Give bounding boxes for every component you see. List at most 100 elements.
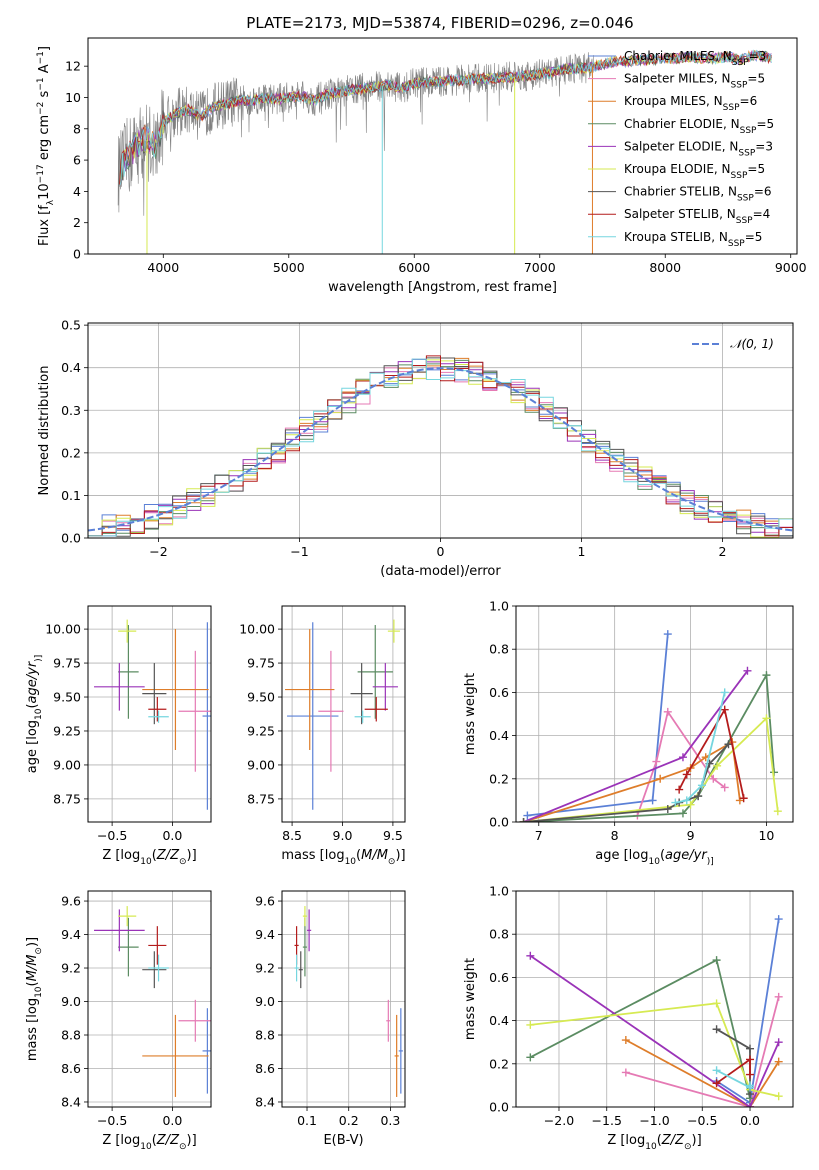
age-mass-ytick-label: 9.75 (247, 656, 275, 671)
age-mass-ytick-label: 9.50 (247, 690, 275, 705)
mass-ebv-ytick-label: 9.0 (255, 994, 275, 1009)
age-z-ytick-label: 9.25 (53, 723, 81, 738)
mass-ebv-xtick-label: 0.3 (380, 1113, 400, 1128)
mw-age-point (682, 796, 691, 805)
mass-ebv-xlabel: E(B-V) (323, 1133, 363, 1148)
mw-z-frame (515, 890, 794, 1108)
age-mass-bars (285, 619, 400, 810)
mw-z-series (625, 996, 780, 1107)
mw-z-point (621, 1036, 630, 1045)
spectrum-ytick-label: 6 (73, 153, 81, 168)
mass-z-xtick-label: −0.5 (97, 1113, 127, 1128)
age-mass-ytick-label: 8.75 (247, 791, 275, 806)
age-z-xtick-label: 0.0 (162, 828, 182, 843)
residuals-xtick-label: 0 (437, 544, 445, 559)
mw-age-point (671, 798, 680, 807)
mw-z-ytick-label: 0.2 (489, 1056, 509, 1071)
mw-z-point (712, 1025, 721, 1034)
mass-ebv-ytick-label: 8.4 (255, 1094, 275, 1109)
mw-age-point (773, 807, 782, 816)
age-mass-axes: 8.5 9.0 9.5 8.75 9.00 9.25 9.50 9.75 10.00 (239, 606, 405, 843)
mass-z-ytick-label: 8.8 (61, 1028, 81, 1043)
mw-z-point (621, 1068, 630, 1077)
mw-z-xtick-label: −1.5 (592, 1113, 622, 1128)
mw-z-series (530, 1002, 779, 1098)
legend-entry: Chabrier ELODIE, NSSP=5 (624, 117, 774, 136)
mw-age-point (682, 770, 691, 779)
mw-age-xtick-label: 7 (535, 828, 543, 843)
mw-z-ytick-label: 0.8 (489, 927, 509, 942)
mw-age-series (675, 692, 726, 804)
age-mass-ytick-label: 10.00 (239, 622, 275, 637)
mw-z-point (746, 1044, 755, 1053)
legend-entry: Salpeter STELIB, NSSP=4 (624, 207, 770, 226)
mw-age-lines (519, 630, 782, 822)
mw-z-point (774, 1038, 783, 1047)
mw-age-axes: 7 8 9 10 0.0 0.2 0.4 0.6 0.8 1.0 (489, 599, 793, 843)
spectrum-ytick-label: 0 (73, 247, 81, 262)
mw-age-point (762, 671, 771, 680)
legend-entry: Kroupa MILES, NSSP=6 (624, 94, 757, 113)
age-z-bars (94, 619, 211, 810)
age-z-axes: −0.5 0.0 8.75 9.00 9.25 9.50 9.75 10.00 (45, 606, 211, 843)
mw-z-ytick-label: 0.6 (489, 970, 509, 985)
mw-age-point (686, 800, 695, 809)
age-mass-ytick-label: 9.25 (247, 723, 275, 738)
mw-age-xtick-label: 10 (758, 828, 774, 843)
mass-ebv-frame (281, 890, 406, 1108)
legend-entry: Chabrier MILES, NSSP=3 (624, 49, 766, 68)
mass-z-axes: −0.5 0.0 8.4 8.6 8.8 9.0 9.2 9.4 9.6 (61, 891, 211, 1128)
mw-age-point (739, 794, 748, 803)
mw-age-point (663, 805, 672, 814)
spectrum-model-kroupa-stelib (119, 49, 772, 187)
mw-z-ytick-label: 1.0 (489, 884, 509, 899)
mw-age-point (697, 781, 706, 790)
mw-z-xlabel: Z [log10(Z/Z⊙)] (607, 1133, 701, 1152)
spectrum-lines (117, 49, 772, 254)
age-z-ylabel: age [log10(age/yr)] (25, 655, 44, 773)
residuals-xlabel: (data-model)/error (380, 564, 501, 579)
mw-z-xtick-label: 0.0 (740, 1113, 760, 1128)
residuals-frame (87, 322, 794, 539)
age-mass-xtick-label: 9.5 (383, 828, 403, 843)
spectrum-xtick-label: 9000 (775, 260, 807, 275)
mw-age-point (762, 714, 771, 723)
age-z-ytick-label: 10.00 (45, 622, 81, 637)
mass-z-frame (87, 890, 212, 1108)
residuals-ylabel: Normed distribution (37, 366, 52, 496)
mw-age-ytick-label: 1.0 (489, 599, 509, 614)
mass-z-ytick-label: 9.6 (61, 894, 81, 909)
mw-age-ytick-label: 0.8 (489, 642, 509, 657)
mass-z-bars (94, 906, 211, 1097)
mw-z-series (625, 1039, 780, 1107)
mw-age-point (743, 666, 752, 675)
mass-z-ytick-label: 8.4 (61, 1094, 81, 1109)
mw-z-xtick-label: −1.0 (639, 1113, 669, 1128)
residuals-ytick-label: 0.1 (61, 488, 81, 503)
residuals-ytick-label: 0.0 (61, 531, 81, 546)
mw-z-point (712, 999, 721, 1008)
mw-age-point (720, 688, 729, 697)
mw-z-series (529, 955, 780, 1107)
mw-age-point (663, 707, 672, 716)
mw-age-point (720, 705, 729, 714)
mw-z-point (774, 915, 783, 924)
mass-z-ylabel: mass [log10(M/M⊙)] (25, 937, 44, 1061)
mass-ebv-axes: 0.1 0.2 0.3 8.4 8.6 8.8 9.0 9.2 9.4 9.6 (255, 891, 405, 1128)
age-z-ytick-label: 9.50 (53, 690, 81, 705)
residuals-ytick-label: 0.3 (61, 403, 81, 418)
spectrum-ytick-label: 4 (73, 184, 81, 199)
mw-age-point (648, 796, 657, 805)
residuals-xtick-label: −1 (290, 544, 308, 559)
mw-age-xlabel: age [log10(age/yr)] (595, 848, 713, 867)
residuals-ytick-label: 0.2 (61, 445, 81, 460)
mw-z-point (746, 1070, 755, 1079)
mw-age-ytick-label: 0.0 (489, 815, 509, 830)
mw-z-point (526, 951, 535, 960)
mass-z-ytick-label: 9.2 (61, 961, 81, 976)
age-mass-xtick-label: 8.5 (282, 828, 302, 843)
spectrum-xlabel: wavelength [Angstrom, rest frame] (328, 280, 557, 295)
spectrum-model-salpeter-stelib (119, 50, 772, 187)
residuals-hists (88, 355, 793, 538)
